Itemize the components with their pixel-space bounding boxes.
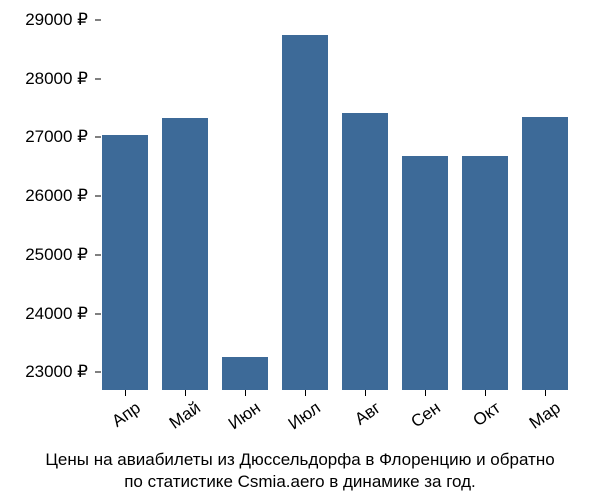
- y-tick-mark: [95, 254, 101, 255]
- x-tick-mark: [365, 390, 366, 396]
- bar: [102, 135, 149, 390]
- y-tick-label: 26000 ₽: [25, 186, 88, 206]
- x-tick-mark: [545, 390, 546, 396]
- x-tick-label: Май: [145, 398, 204, 448]
- bar: [282, 35, 329, 390]
- x-tick-mark: [425, 390, 426, 396]
- x-tick-label: Мар: [505, 398, 564, 448]
- x-tick-mark: [485, 390, 486, 396]
- caption-line-2: по статистике Csmia.aero в динамике за г…: [0, 472, 600, 492]
- y-tick-mark: [95, 372, 101, 373]
- x-tick-mark: [185, 390, 186, 396]
- x-tick-mark: [125, 390, 126, 396]
- bar: [342, 113, 389, 390]
- bar: [522, 117, 569, 390]
- y-tick-label: 24000 ₽: [25, 304, 88, 324]
- caption-line-1: Цены на авиабилеты из Дюссельдорфа в Фло…: [0, 450, 600, 470]
- x-tick-label: Авг: [325, 398, 384, 448]
- y-tick-mark: [95, 20, 101, 21]
- y-tick-label: 28000 ₽: [25, 69, 88, 89]
- x-tick-mark: [245, 390, 246, 396]
- y-tick-label: 29000 ₽: [25, 10, 88, 30]
- y-tick-label: 25000 ₽: [25, 245, 88, 265]
- y-tick-label: 23000 ₽: [25, 362, 88, 382]
- y-tick-mark: [95, 78, 101, 79]
- bar: [462, 156, 509, 390]
- bar: [402, 156, 449, 390]
- x-tick-label: Окт: [445, 398, 504, 448]
- y-tick-mark: [95, 137, 101, 138]
- x-tick-label: Июл: [265, 398, 324, 448]
- bar: [222, 357, 269, 390]
- y-tick-label: 27000 ₽: [25, 127, 88, 147]
- y-tick-mark: [95, 196, 101, 197]
- y-tick-mark: [95, 313, 101, 314]
- x-tick-mark: [305, 390, 306, 396]
- bar: [162, 118, 209, 390]
- plot-area: [95, 20, 575, 390]
- x-tick-label: Сен: [385, 398, 444, 448]
- x-tick-label: Апр: [85, 398, 144, 448]
- price-chart: Цены на авиабилеты из Дюссельдорфа в Фло…: [0, 0, 600, 500]
- x-tick-label: Июн: [205, 398, 264, 448]
